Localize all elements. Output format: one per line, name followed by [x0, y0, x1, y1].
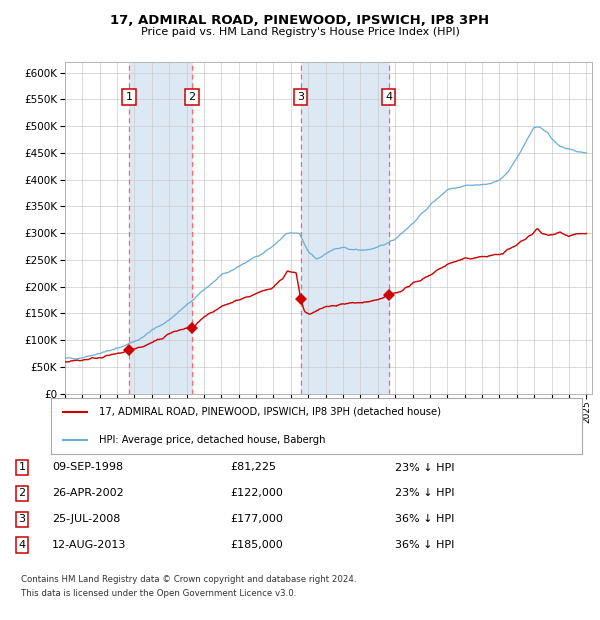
Text: Contains HM Land Registry data © Crown copyright and database right 2024.: Contains HM Land Registry data © Crown c… — [21, 575, 356, 585]
Text: 26-APR-2002: 26-APR-2002 — [52, 489, 124, 498]
Text: 2: 2 — [188, 92, 196, 102]
Bar — [129, 62, 192, 394]
Text: £81,225: £81,225 — [230, 463, 276, 472]
Text: 1: 1 — [125, 92, 133, 102]
Text: 2: 2 — [19, 489, 26, 498]
Text: 23% ↓ HPI: 23% ↓ HPI — [395, 489, 455, 498]
Text: Price paid vs. HM Land Registry's House Price Index (HPI): Price paid vs. HM Land Registry's House … — [140, 27, 460, 37]
Text: 25-JUL-2008: 25-JUL-2008 — [52, 515, 121, 525]
Text: 3: 3 — [19, 515, 25, 525]
Text: HPI: Average price, detached house, Babergh: HPI: Average price, detached house, Babe… — [99, 435, 325, 445]
Text: £185,000: £185,000 — [230, 540, 283, 550]
Text: 12-AUG-2013: 12-AUG-2013 — [52, 540, 127, 550]
Text: 3: 3 — [297, 92, 304, 102]
Text: This data is licensed under the Open Government Licence v3.0.: This data is licensed under the Open Gov… — [21, 589, 296, 598]
Text: 09-SEP-1998: 09-SEP-1998 — [52, 463, 123, 472]
Text: 17, ADMIRAL ROAD, PINEWOOD, IPSWICH, IP8 3PH (detached house): 17, ADMIRAL ROAD, PINEWOOD, IPSWICH, IP8… — [99, 407, 441, 417]
Text: £122,000: £122,000 — [230, 489, 283, 498]
Text: 23% ↓ HPI: 23% ↓ HPI — [395, 463, 455, 472]
Text: 1: 1 — [19, 463, 25, 472]
Bar — [301, 62, 389, 394]
Text: 4: 4 — [385, 92, 392, 102]
Text: 17, ADMIRAL ROAD, PINEWOOD, IPSWICH, IP8 3PH: 17, ADMIRAL ROAD, PINEWOOD, IPSWICH, IP8… — [110, 14, 490, 27]
Text: 36% ↓ HPI: 36% ↓ HPI — [395, 515, 454, 525]
Text: £177,000: £177,000 — [230, 515, 283, 525]
Text: 4: 4 — [19, 540, 26, 550]
Text: 36% ↓ HPI: 36% ↓ HPI — [395, 540, 454, 550]
